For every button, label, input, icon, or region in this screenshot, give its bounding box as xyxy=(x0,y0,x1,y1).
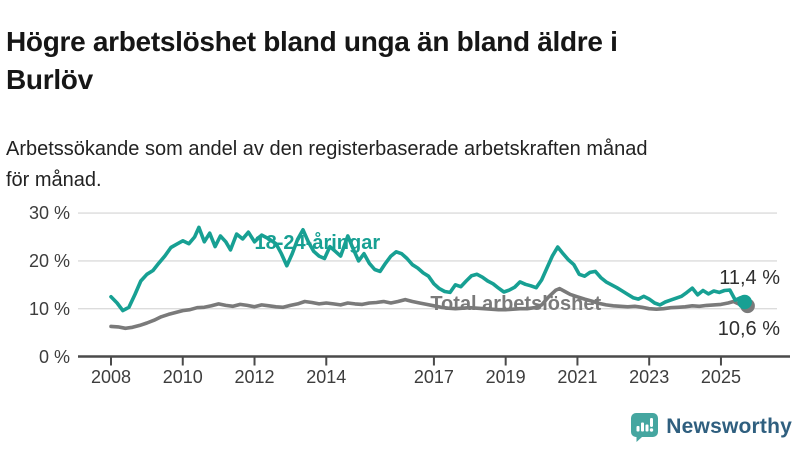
series-end-dot-youth xyxy=(737,294,752,310)
newsworthy-wordmark: Newsworthy xyxy=(666,415,792,438)
newsworthy-logo-link[interactable]: Newsworthy xyxy=(631,410,792,444)
newsworthy-chart-bubble-icon xyxy=(631,412,659,442)
series-line-youth xyxy=(109,225,747,313)
chart-subtitle: Arbetssökande som andel av den registerb… xyxy=(6,138,648,191)
series-line-total xyxy=(109,286,748,331)
chart-title: Högre arbetslöshet bland unga än bland ä… xyxy=(6,25,618,95)
